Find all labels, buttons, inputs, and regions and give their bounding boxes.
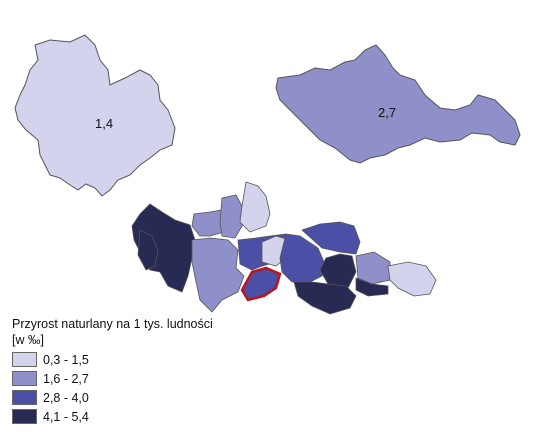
legend-swatch <box>12 352 37 367</box>
region-value-right: 2,7 <box>378 105 396 120</box>
legend-label: 2,8 - 4,0 <box>43 390 89 405</box>
county <box>239 181 271 233</box>
county <box>301 221 361 255</box>
county-highlighted <box>240 266 282 302</box>
legend-item: 1,6 - 2,7 <box>12 369 272 388</box>
legend-label: 0,3 - 1,5 <box>43 352 89 367</box>
county <box>131 203 196 293</box>
county-map <box>131 181 437 315</box>
legend-item: 2,8 - 4,0 <box>12 388 272 407</box>
region-value-left: 1,4 <box>95 116 113 131</box>
county <box>319 253 357 289</box>
legend-label: 1,6 - 2,7 <box>43 371 89 386</box>
legend-label: 4,1 - 5,4 <box>43 409 89 424</box>
region-voivodeship-right <box>275 44 521 164</box>
county <box>219 194 245 239</box>
legend-swatch <box>12 371 37 386</box>
county <box>191 237 245 313</box>
county <box>355 277 389 297</box>
legend-swatch <box>12 390 37 405</box>
county <box>137 229 159 271</box>
legend-swatch <box>12 409 37 424</box>
legend-item: 0,3 - 1,5 <box>12 350 272 369</box>
legend-title: Przyrost naturlany na 1 tys. ludności <box>12 317 213 331</box>
region-voivodeship-left <box>14 34 176 197</box>
legend-unit: [w ‰] <box>12 333 44 347</box>
legend-item: 4,1 - 5,4 <box>12 407 272 426</box>
county <box>387 261 437 297</box>
county <box>293 281 357 315</box>
county <box>355 251 391 285</box>
legend: Przyrost naturlany na 1 tys. ludności [w… <box>12 316 272 426</box>
county <box>279 233 325 283</box>
